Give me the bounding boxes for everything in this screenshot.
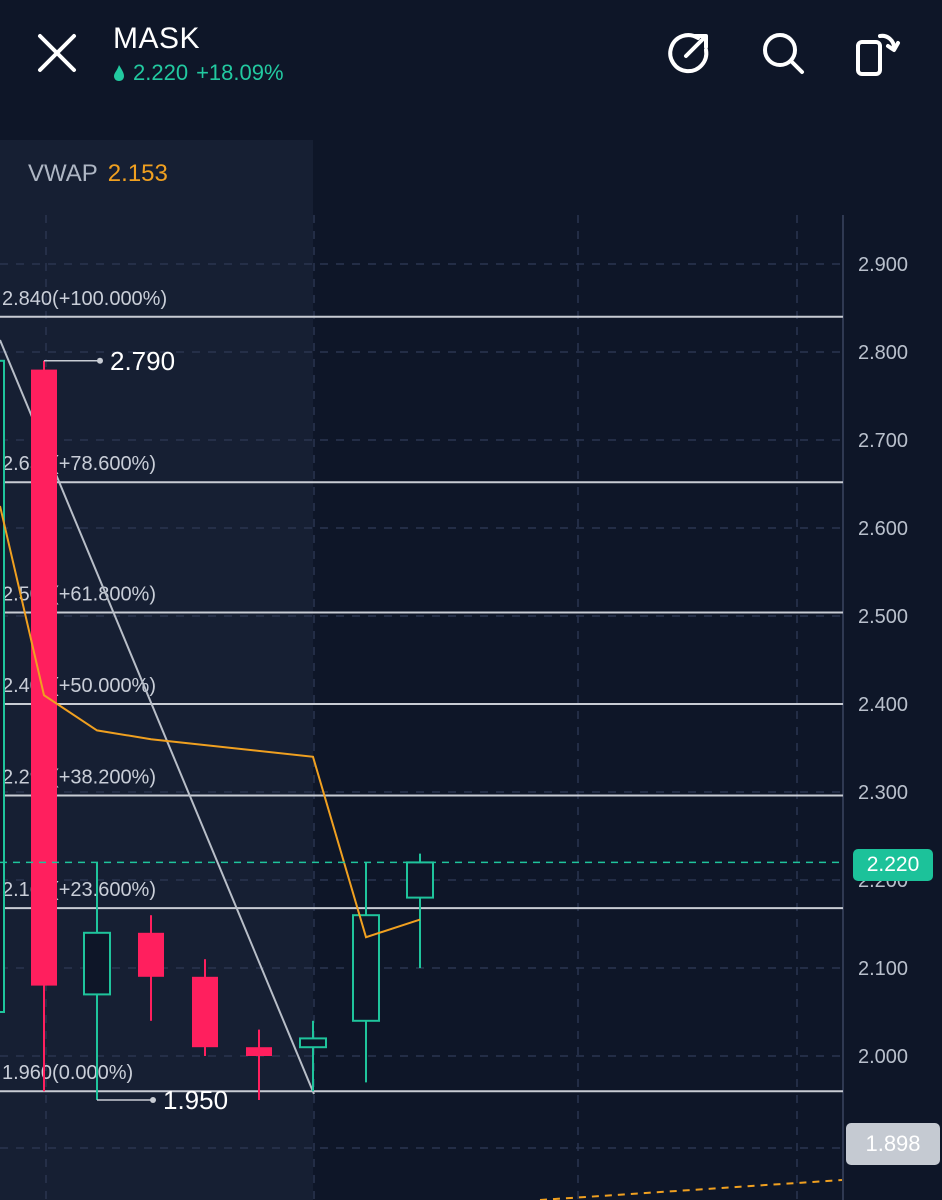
flame-icon [114, 65, 124, 81]
candle-body [83, 931, 111, 996]
rotate-screen-button[interactable] [852, 28, 902, 78]
share-icon [668, 33, 709, 74]
y-tick-label: 2.900 [858, 254, 908, 276]
fib-level-label: 1.960(0.000%) [2, 1062, 133, 1084]
candle-body [31, 369, 57, 986]
candles [0, 359, 434, 1100]
high-low-markers: 2.790 1.950 [44, 346, 228, 1115]
vwap-line [0, 505, 421, 939]
high-label: 2.790 [110, 346, 175, 376]
y-tick-label: 2.600 [858, 518, 908, 540]
share-button[interactable] [664, 28, 714, 78]
vwap-label: VWAP [28, 160, 98, 187]
y-tick-label: 2.400 [858, 694, 908, 716]
last-price: 2.220 [133, 60, 189, 85]
candle-body [138, 932, 164, 977]
candle-body [0, 359, 5, 1013]
y-tick-label: 2.000 [858, 1046, 908, 1068]
search-icon [763, 33, 804, 74]
lower-price-badge: 1.898 [846, 1123, 940, 1165]
y-axis-ticks: 2.9002.8002.7002.6002.5002.4002.3002.200… [858, 254, 908, 1068]
candle-body [352, 914, 380, 1022]
fib-level-label: 2.168(+23.600%) [2, 879, 156, 901]
top-bar: MASK 2.220 +18.09% [0, 0, 942, 110]
close-icon [38, 34, 76, 72]
fib-level-label: 2.400(+50.000%) [2, 675, 156, 697]
rotate-screen-icon [856, 33, 900, 76]
fib-level-label: 2.504(+61.800%) [2, 583, 156, 605]
y-tick-label: 2.500 [858, 606, 908, 628]
y-tick-label: 2.100 [858, 958, 908, 980]
y-tick-label: 2.800 [858, 342, 908, 364]
price-change: +18.09% [196, 60, 284, 85]
candle-body [299, 1037, 327, 1049]
fibonacci-levels: 2.840(+100.000%) 2.652(+78.600%) 2.504(+61… [0, 288, 843, 1093]
fib-level-label: 2.840(+100.000%) [2, 288, 167, 310]
close-button[interactable] [30, 28, 80, 78]
current-price-badge: 2.220 [853, 849, 933, 881]
y-tick-label: 2.700 [858, 430, 908, 452]
price-change-row: 2.220 +18.09% [113, 60, 284, 86]
vwap-value: 2.153 [107, 160, 168, 187]
projection-line [539, 1179, 843, 1200]
candle-body [246, 1047, 272, 1056]
search-button[interactable] [758, 28, 808, 78]
symbol-title: MASK [113, 22, 201, 55]
vwap-indicator[interactable]: VWAP 2.153 [28, 160, 168, 188]
candle-body [192, 976, 218, 1048]
candle-body [406, 861, 434, 899]
high-marker-dot [97, 357, 103, 364]
low-label: 1.950 [163, 1085, 228, 1115]
low-marker-dot [150, 1097, 156, 1103]
y-tick-label: 2.300 [858, 782, 908, 804]
fib-level-label: 2.296(+38.200%) [2, 767, 156, 789]
fib-level-label: 2.652(+78.600%) [2, 453, 156, 475]
